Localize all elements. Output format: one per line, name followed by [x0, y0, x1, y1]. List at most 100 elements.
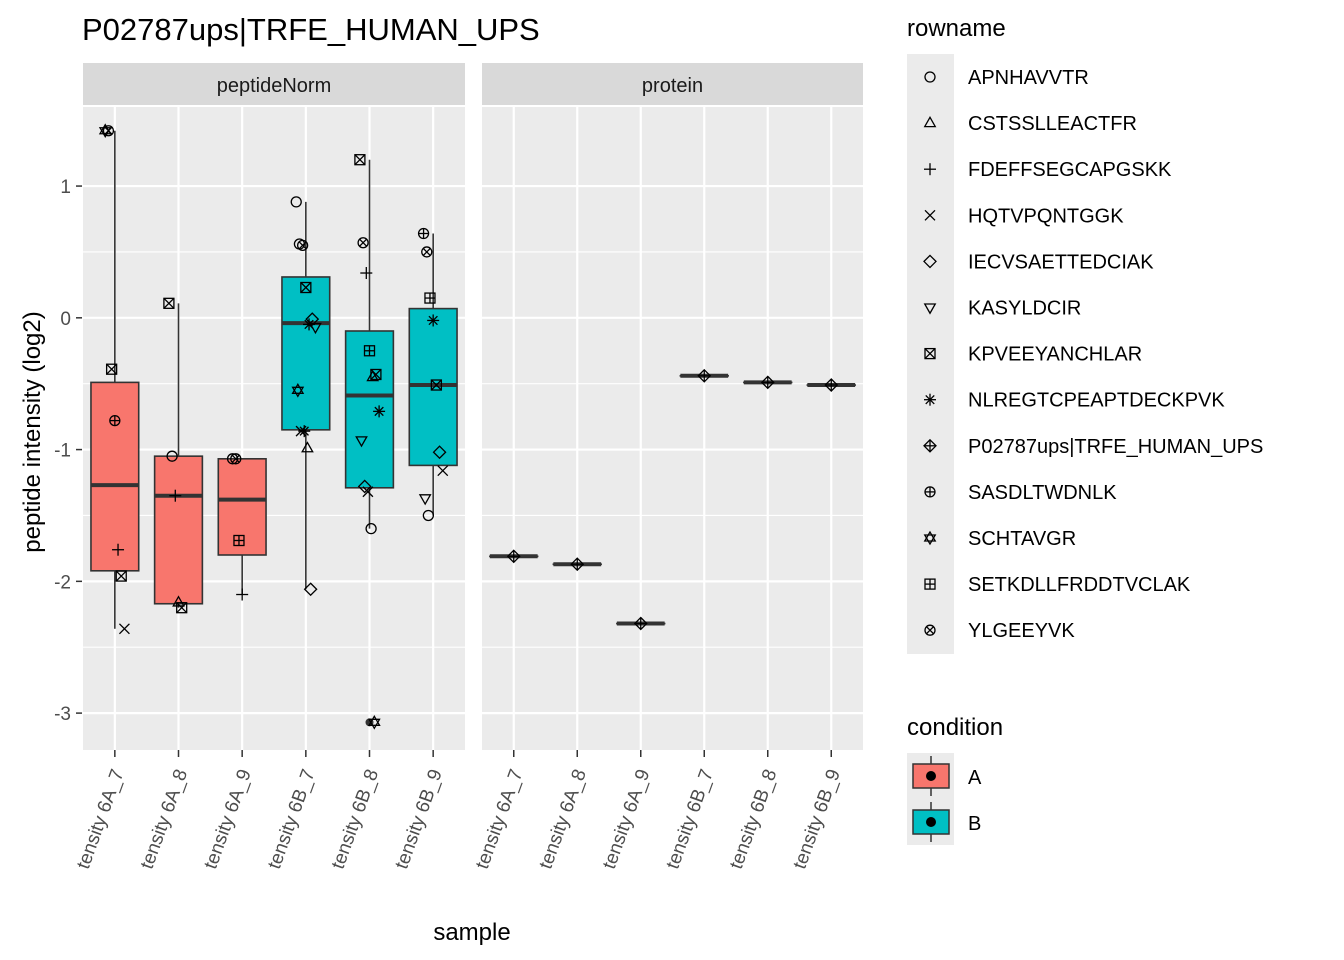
legend-rowname-label: HQTVPQNTGGK — [968, 205, 1124, 227]
data-point — [357, 237, 369, 249]
box-body — [281, 276, 331, 431]
data-point — [298, 425, 311, 438]
x-axis-label: sample — [433, 919, 510, 946]
panel-background — [83, 107, 465, 750]
x-axis-ticks: tensity 6A_7 tensity 6A_8 tensity 6A_9 tens… — [73, 750, 845, 872]
data-point — [112, 543, 125, 556]
data-point — [424, 292, 436, 304]
y-tick-label: 1 — [60, 177, 71, 198]
box-body — [344, 330, 395, 489]
facet-strip-label: peptideNorm — [217, 75, 332, 97]
panel-protein: protein — [482, 63, 863, 750]
x-tick-label: tensity 6A_8 — [535, 767, 591, 872]
data-point — [432, 445, 447, 460]
data-point — [366, 370, 380, 382]
data-point — [118, 623, 130, 635]
data-point — [362, 486, 374, 498]
box-tensity 6A_7 — [90, 130, 140, 629]
box-tensity 6B_8 — [344, 159, 395, 727]
data-point — [109, 414, 121, 427]
data-point — [230, 453, 242, 465]
legend-condition-title: condition — [907, 714, 1003, 741]
legend-key-diamond-plus — [923, 438, 937, 453]
legend-rowname-label: KPVEEYANCHLAR — [968, 344, 1142, 366]
y-tick-label: 0 — [60, 309, 71, 330]
facet-strip — [83, 63, 465, 105]
x-tick-label: tensity 6B_7 — [662, 767, 718, 872]
data-point — [233, 534, 245, 547]
data-point — [633, 616, 648, 631]
data-point — [163, 297, 175, 309]
data-point — [437, 465, 449, 477]
chart-title: P02787ups|TRFE_HUMAN_UPS — [82, 12, 540, 47]
legend-condition-label: A — [968, 767, 982, 789]
legend-rowname-label: CSTSSLLEACTFR — [968, 113, 1137, 135]
x-tick-label: tensity 6B_7 — [264, 767, 320, 872]
data-point — [301, 441, 314, 453]
box-tensity 6B_9 — [408, 233, 458, 516]
data-point — [172, 595, 185, 607]
y-tick-label: -1 — [54, 441, 71, 462]
legend-rowname-label: APNHAVVTR — [968, 67, 1089, 89]
legend-condition-label: B — [968, 813, 981, 835]
x-tick-label: tensity 6A_7 — [472, 767, 528, 872]
data-point — [115, 570, 127, 582]
x-tick-label: tensity 6A_8 — [137, 767, 193, 872]
data-point — [367, 715, 381, 730]
legend-rowname-label: YLGEEYVK — [968, 620, 1075, 642]
legend-rowname-label: SCHTAVGR — [968, 528, 1076, 550]
legend-key-circle-cross — [924, 624, 936, 636]
facet-panels: peptideNorm protein — [83, 63, 863, 750]
data-point — [305, 312, 320, 327]
legend-key-condition-B — [912, 802, 950, 842]
x-tick-label: tensity 6B_9 — [789, 767, 845, 872]
data-point — [169, 489, 182, 502]
facet-strip — [482, 63, 863, 105]
data-point — [697, 368, 712, 383]
legend-key-cross — [924, 209, 936, 221]
data-point — [309, 322, 322, 335]
legend-rowname-label: SETKDLLFRDDTVCLAK — [968, 574, 1191, 596]
data-point — [422, 509, 435, 522]
box-body — [217, 458, 267, 556]
data-point — [373, 405, 386, 418]
x-tick-label: tensity 6B_9 — [391, 767, 447, 872]
data-point — [166, 450, 178, 462]
x-tick-label: tensity 6B_8 — [726, 767, 782, 872]
legend-key-star-of-david — [923, 530, 937, 546]
data-point — [102, 125, 115, 137]
x-tick-label: tensity 6B_8 — [328, 767, 384, 872]
data-point — [300, 281, 312, 294]
data-point — [303, 582, 318, 597]
legend-key-condition-A — [912, 756, 950, 796]
legend-key-diamond — [923, 254, 937, 269]
data-point — [357, 479, 372, 494]
legend-rowname-title: rowname — [907, 15, 1006, 42]
legend-key-triangle-down — [923, 303, 937, 315]
data-point — [824, 378, 839, 392]
data-point — [236, 588, 249, 601]
legend-rowname-label: P02787ups|TRFE_HUMAN_UPS — [968, 436, 1263, 458]
data-point — [430, 379, 443, 391]
y-tick-label: -3 — [54, 704, 71, 725]
legend-key-circle-plus — [924, 486, 936, 498]
legend-rowname-label: IECVSAETTEDCIAK — [968, 251, 1154, 273]
data-point — [290, 196, 302, 208]
legend-key-circle — [924, 71, 936, 83]
data-point — [363, 345, 376, 357]
data-point — [421, 246, 433, 258]
data-point — [360, 267, 373, 280]
legend-key-square-cross — [924, 347, 936, 360]
legend-rowname-label: SASDLTWDNLK — [968, 482, 1117, 504]
data-point — [427, 314, 440, 327]
facet-strip-label: protein — [642, 75, 703, 97]
data-point — [506, 549, 521, 564]
data-point — [365, 522, 377, 535]
data-point — [570, 557, 585, 572]
legend-key-square-plus — [924, 578, 936, 590]
legend-key-triangle — [923, 116, 937, 128]
data-point — [296, 239, 309, 252]
data-point — [226, 453, 239, 465]
legend-key-asterisk — [924, 393, 936, 406]
